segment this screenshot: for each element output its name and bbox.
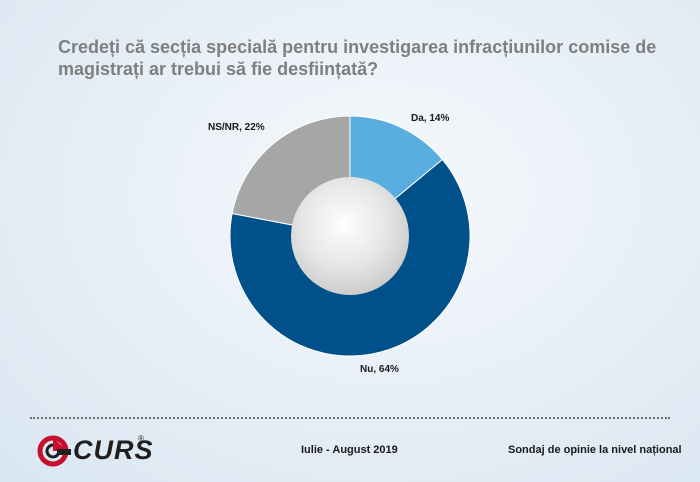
- slice-label-ns-nr: NS/NR, 22%: [208, 122, 265, 133]
- slice-label-da: Da, 14%: [411, 113, 449, 124]
- registered-mark: ®: [138, 434, 144, 443]
- curs-logo-icon: [37, 435, 71, 467]
- footer-divider: [30, 417, 670, 419]
- survey-period: Iulie - August 2019: [301, 444, 398, 456]
- slice-label-nu: Nu, 64%: [360, 364, 399, 375]
- survey-description: Sondaj de opinie la nivel național: [508, 444, 682, 456]
- curs-logo: CURS ®: [37, 434, 157, 470]
- logo-wordmark: CURS: [73, 435, 154, 465]
- donut-hole: [291, 177, 409, 295]
- chart-title: Credeți că secția specială pentru invest…: [58, 37, 657, 79]
